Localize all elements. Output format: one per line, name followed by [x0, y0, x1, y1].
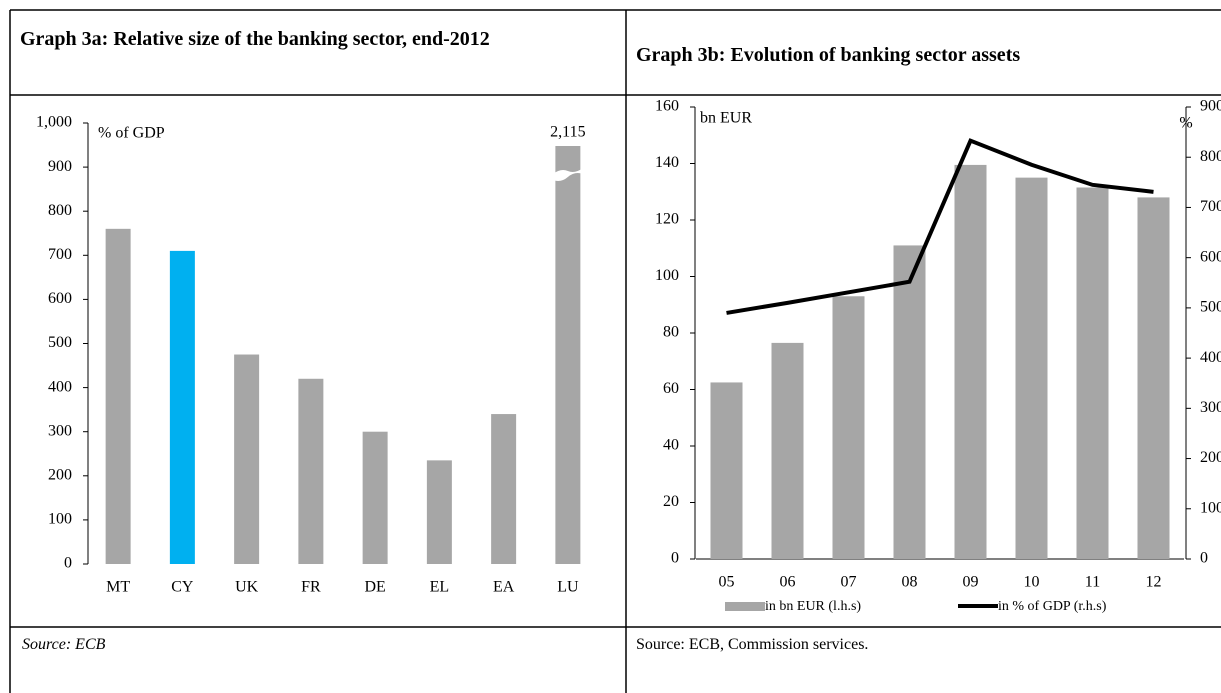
- x-tick-label: 06: [780, 574, 796, 591]
- y-tick-label: 300: [1200, 399, 1221, 416]
- y-tick-label: 600: [1200, 248, 1221, 265]
- x-tick-label: LU: [557, 579, 579, 596]
- y-tick-label: 120: [655, 211, 679, 228]
- y-tick-label: 200: [1200, 449, 1221, 466]
- x-tick-label: 12: [1146, 574, 1162, 591]
- y-tick-label: 100: [1200, 499, 1221, 516]
- x-tick-label: 11: [1085, 574, 1100, 591]
- bar: [169, 250, 195, 564]
- legend-swatch: [725, 602, 765, 611]
- y-tick-label: 100: [655, 267, 679, 284]
- x-tick-label: 07: [841, 574, 857, 591]
- y-tick-label: 400: [48, 378, 72, 395]
- y-tick-label: 500: [1200, 299, 1221, 316]
- source: Source: ECB: [22, 636, 106, 653]
- bar: [555, 146, 581, 564]
- x-tick-label: 05: [719, 574, 735, 591]
- x-tick-label: DE: [364, 579, 385, 596]
- y-tick-label: 20: [663, 493, 679, 510]
- x-tick-label: CY: [171, 579, 194, 596]
- y-tick-label: 1,000: [36, 114, 72, 131]
- axis-break: [552, 168, 583, 181]
- legend-label: in bn EUR (l.h.s): [765, 599, 861, 614]
- y-tick-label: 0: [64, 555, 72, 572]
- y-tick-label: 300: [48, 422, 72, 439]
- bar: [1015, 177, 1048, 559]
- source: Source: ECB, Commission services.: [636, 636, 869, 653]
- y-tick-label: 700: [48, 246, 72, 263]
- bar: [298, 378, 324, 564]
- value-label: 2,115: [550, 124, 585, 141]
- y-tick-label: 600: [48, 290, 72, 307]
- y-tick-label: 0: [1200, 550, 1208, 567]
- y-axis-label: bn EUR: [700, 110, 752, 127]
- y-tick-label: 900: [1200, 98, 1221, 115]
- bar: [954, 164, 987, 559]
- x-tick-label: 10: [1024, 574, 1040, 591]
- x-tick-label: EL: [430, 579, 450, 596]
- y-tick-label: 160: [655, 98, 679, 115]
- bar: [362, 431, 388, 564]
- y2-axis-label: %: [1179, 115, 1192, 132]
- y-tick-label: 60: [663, 380, 679, 397]
- bar: [105, 228, 131, 564]
- x-tick-label: 09: [963, 574, 979, 591]
- x-tick-label: UK: [235, 579, 259, 596]
- x-tick-label: FR: [301, 579, 321, 596]
- x-tick-label: 08: [902, 574, 918, 591]
- y-tick-label: 800: [48, 202, 72, 219]
- y-tick-label: 500: [48, 334, 72, 351]
- x-tick-label: EA: [493, 579, 515, 596]
- bar: [710, 382, 743, 559]
- y-tick-label: 0: [671, 550, 679, 567]
- legend-label: in % of GDP (r.h.s): [998, 599, 1107, 614]
- bar: [426, 460, 452, 564]
- x-tick-label: MT: [106, 579, 130, 596]
- y-tick-label: 100: [48, 511, 72, 528]
- y-tick-label: 900: [48, 158, 72, 175]
- line-series: [726, 138, 1154, 315]
- y-tick-label: 40: [663, 437, 679, 454]
- y-tick-label: 400: [1200, 349, 1221, 366]
- bar: [832, 296, 865, 559]
- bar: [1076, 187, 1109, 559]
- chart-title: Graph 3b: Evolution of banking sector as…: [636, 44, 1021, 66]
- y-tick-label: 800: [1200, 148, 1221, 165]
- y-tick-label: 200: [48, 466, 72, 483]
- bar: [1137, 197, 1170, 559]
- bar: [491, 414, 517, 564]
- table-borders: [9, 9, 1221, 693]
- y-tick-label: 700: [1200, 198, 1221, 215]
- bar: [893, 245, 926, 560]
- y-tick-label: 80: [663, 324, 679, 341]
- y-tick-label: 140: [655, 154, 679, 171]
- bar: [771, 342, 804, 559]
- y-axis-label: % of GDP: [98, 125, 165, 142]
- chart-title: Graph 3a: Relative size of the banking s…: [20, 28, 490, 50]
- bar: [234, 354, 260, 564]
